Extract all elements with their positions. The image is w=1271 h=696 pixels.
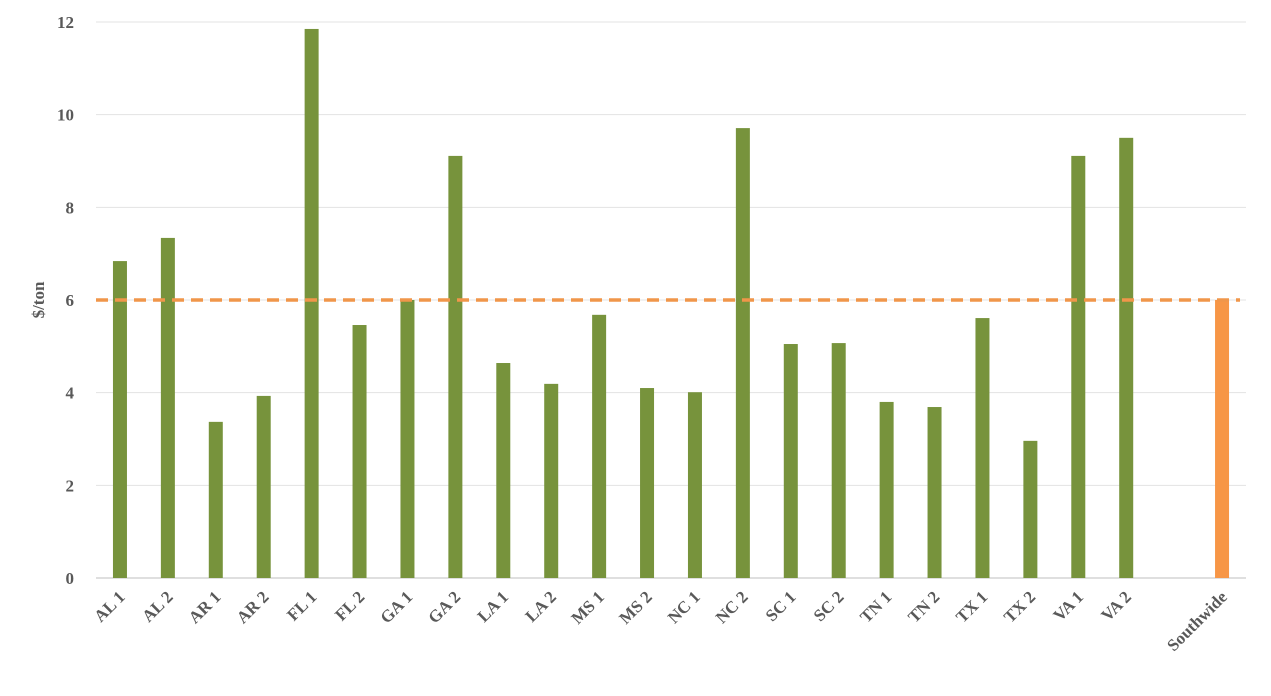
y-tick-label: 12 (57, 13, 74, 32)
x-tick-label: GA 2 (424, 587, 464, 627)
bar (256, 395, 271, 578)
x-tick-label: TX 2 (1000, 587, 1039, 626)
y-tick-label: 0 (66, 569, 75, 588)
x-tick-label: FL 2 (331, 587, 368, 624)
bar (831, 343, 846, 578)
x-tick-label: MS 1 (567, 587, 607, 627)
bar (400, 300, 415, 578)
bar (544, 383, 559, 578)
bar (975, 318, 990, 578)
bar (1119, 137, 1134, 579)
x-tick-label: NC 2 (712, 587, 752, 627)
x-tick-label: TX 1 (952, 587, 991, 626)
x-tick-label: SC 2 (810, 587, 848, 625)
y-tick-label: 10 (57, 106, 74, 125)
y-axis-label: $/ton (29, 281, 48, 318)
x-tick-label: TN 1 (856, 587, 895, 626)
x-tick-label: VA 1 (1050, 587, 1088, 625)
y-tick-label: 6 (66, 291, 75, 310)
x-tick-label: AR 2 (233, 587, 273, 627)
x-tick-label: Southwide (1163, 587, 1231, 655)
bar (304, 28, 319, 578)
bar (783, 344, 798, 578)
bar (879, 401, 894, 578)
bar (640, 388, 655, 578)
bar (927, 407, 942, 578)
x-tick-label: AL 1 (90, 587, 128, 625)
x-tick-label: AL 2 (138, 587, 176, 625)
bar (687, 392, 702, 578)
x-tick-label: MS 2 (615, 587, 655, 627)
y-tick-label: 4 (66, 384, 75, 403)
bar (352, 325, 367, 578)
y-tick-label: 8 (66, 198, 75, 217)
bar (1215, 300, 1230, 578)
x-tick-label: GA 1 (376, 587, 416, 627)
x-tick-label: TN 2 (904, 587, 943, 626)
bar (1023, 440, 1038, 578)
bar (496, 363, 511, 578)
y-tick-label: 2 (66, 476, 75, 495)
bar (1071, 155, 1086, 579)
x-tick-label: VA 2 (1097, 587, 1135, 625)
x-tick-label: SC 1 (762, 587, 800, 625)
bar (448, 155, 463, 579)
x-tick-label: NC 1 (664, 587, 704, 627)
bar (735, 128, 750, 578)
x-tick-label: AR 1 (185, 587, 225, 627)
bar (112, 261, 127, 578)
x-tick-label: LA 1 (474, 587, 512, 625)
bar (160, 237, 175, 578)
x-tick-label: FL 1 (283, 587, 320, 624)
x-tick-label: LA 2 (522, 587, 560, 625)
bar (592, 314, 607, 578)
bar (208, 421, 223, 578)
